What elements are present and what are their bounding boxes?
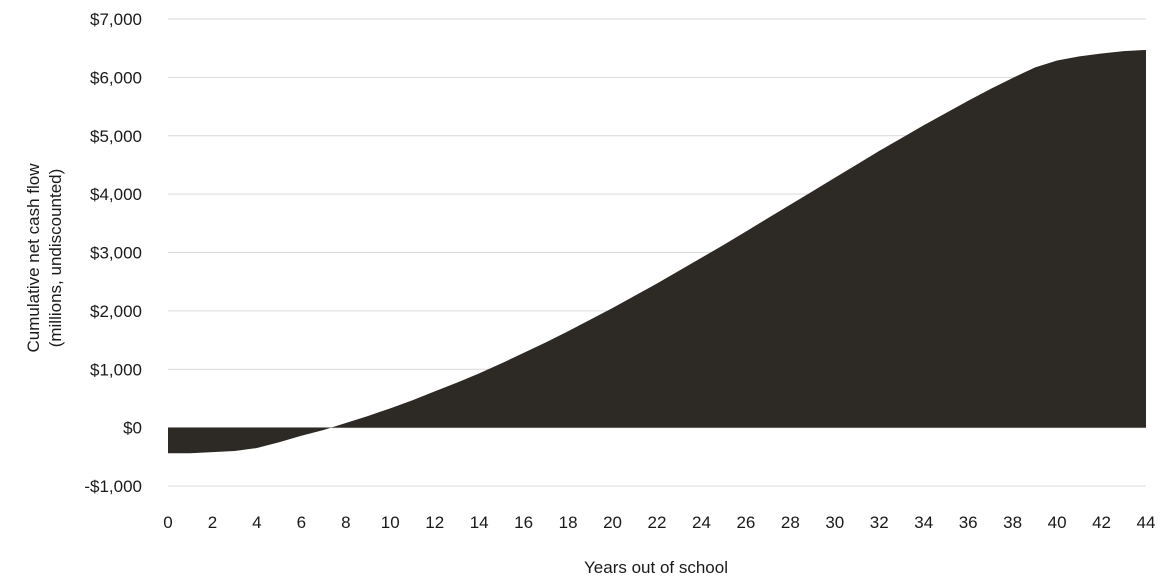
y-tick-label: $4,000 [90, 185, 142, 204]
x-tick-label: 6 [297, 513, 306, 532]
y-tick-label: $3,000 [90, 244, 142, 263]
y-tick-label: $6,000 [90, 68, 142, 87]
x-tick-label: 14 [470, 513, 489, 532]
x-tick-label: 32 [870, 513, 889, 532]
x-tick-label: 18 [559, 513, 578, 532]
x-tick-label: 22 [648, 513, 667, 532]
x-tick-label: 40 [1048, 513, 1067, 532]
y-axis-tick-labels: -$1,000 $0 $1,000 $2,000 $3,000 $4,000 $5,000 $… [84, 10, 142, 496]
y-axis-title-line-2: (millions, undiscounted) [46, 169, 65, 348]
x-tick-label: 0 [163, 513, 172, 532]
x-tick-label: 12 [425, 513, 444, 532]
x-tick-label: 20 [603, 513, 622, 532]
x-tick-label: 44 [1137, 513, 1156, 532]
y-axis-title: Cumulative net cash flow (millions, undi… [24, 163, 65, 353]
y-tick-label: $2,000 [90, 302, 142, 321]
x-tick-label: 38 [1003, 513, 1022, 532]
x-tick-label: 34 [914, 513, 933, 532]
x-tick-label: 10 [381, 513, 400, 532]
y-tick-label: $7,000 [90, 10, 142, 29]
x-axis-title: Years out of school [584, 558, 728, 577]
area-series [168, 49, 1146, 454]
y-tick-label: -$1,000 [84, 477, 142, 496]
y-tick-label: $1,000 [90, 360, 142, 379]
x-tick-label: 16 [514, 513, 533, 532]
x-tick-label: 2 [208, 513, 217, 532]
x-tick-label: 4 [252, 513, 261, 532]
y-tick-label: $5,000 [90, 127, 142, 146]
x-tick-label: 42 [1092, 513, 1111, 532]
x-tick-label: 30 [825, 513, 844, 532]
y-tick-label: $0 [123, 419, 142, 438]
area-fill-series-0 [168, 49, 1146, 454]
x-tick-label: 36 [959, 513, 978, 532]
y-axis-title-line-1: Cumulative net cash flow [24, 163, 43, 353]
x-tick-label: 26 [736, 513, 755, 532]
x-tick-label: 8 [341, 513, 350, 532]
x-tick-label: 24 [692, 513, 711, 532]
x-tick-label: 28 [781, 513, 800, 532]
x-axis-tick-labels: 0 2 4 6 8 10 12 14 16 18 20 22 24 26 28 30 32 34 36 38 40 42 4… [163, 513, 1155, 532]
